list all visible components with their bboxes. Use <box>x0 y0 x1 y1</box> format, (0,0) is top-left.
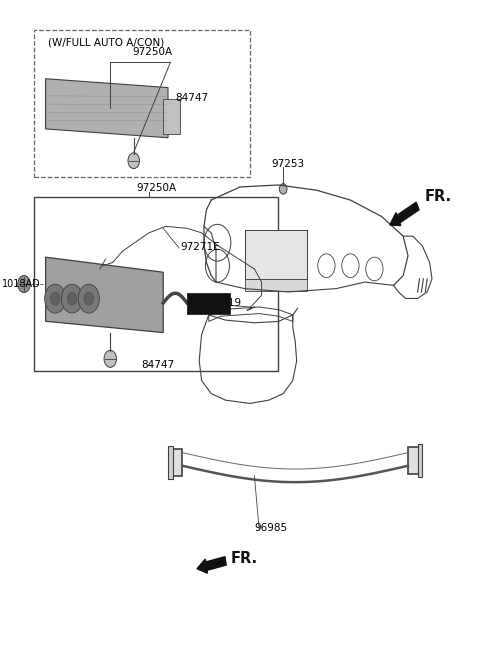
Text: 97319: 97319 <box>209 298 242 308</box>
Polygon shape <box>46 79 168 138</box>
FancyArrow shape <box>197 557 226 573</box>
Circle shape <box>61 284 83 313</box>
Text: FR.: FR. <box>425 190 452 204</box>
Text: 97253: 97253 <box>271 159 304 169</box>
Text: FR.: FR. <box>230 552 258 566</box>
Circle shape <box>78 284 99 313</box>
Bar <box>170 449 182 476</box>
Circle shape <box>84 292 94 305</box>
Circle shape <box>128 153 140 169</box>
Text: (W/FULL AUTO A/CON): (W/FULL AUTO A/CON) <box>48 37 164 48</box>
Text: 96985: 96985 <box>254 523 288 533</box>
Circle shape <box>45 284 66 313</box>
Bar <box>408 447 420 474</box>
Bar <box>34 30 250 177</box>
Bar <box>34 197 278 371</box>
Polygon shape <box>46 257 163 333</box>
Text: 97250A: 97250A <box>132 47 172 57</box>
Bar <box>163 99 180 134</box>
Text: 1018AD: 1018AD <box>2 279 41 289</box>
Bar <box>168 446 173 479</box>
Text: 84747: 84747 <box>142 360 175 371</box>
Circle shape <box>67 292 77 305</box>
Circle shape <box>279 184 287 194</box>
Circle shape <box>18 276 30 293</box>
Text: 97250A: 97250A <box>137 183 177 194</box>
Bar <box>418 444 422 477</box>
Circle shape <box>50 292 60 305</box>
Bar <box>245 230 307 279</box>
Circle shape <box>104 350 117 367</box>
Bar <box>187 293 230 314</box>
FancyArrow shape <box>390 202 419 226</box>
Text: 97271E: 97271E <box>180 242 220 253</box>
Text: 84747: 84747 <box>175 92 208 103</box>
Bar <box>245 279 307 291</box>
